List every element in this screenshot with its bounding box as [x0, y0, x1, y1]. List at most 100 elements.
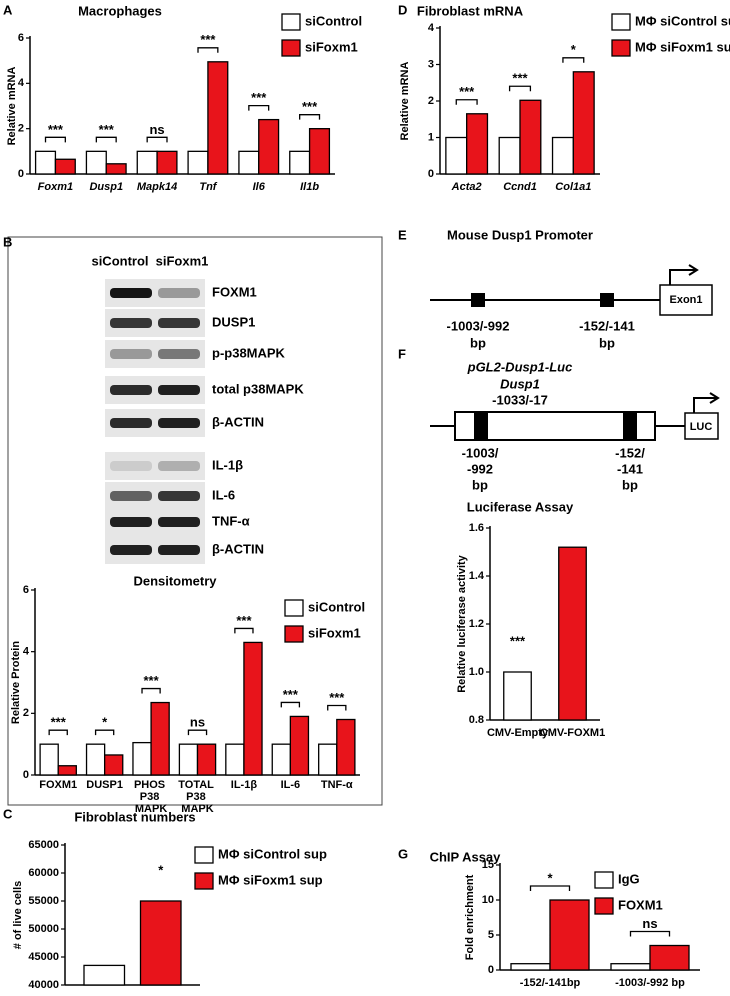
blot-band	[158, 385, 200, 395]
bar	[103, 754, 124, 776]
blot-band	[110, 385, 152, 395]
y-tick-label: 5	[488, 929, 494, 941]
blot-band	[110, 461, 152, 471]
sig-label: ***	[329, 690, 345, 705]
blot-label: TNF-α	[212, 513, 250, 528]
sig-bracket	[529, 885, 571, 891]
construct-title: pGL2-Dusp1-Luc	[467, 359, 573, 374]
y-tick-label: 1	[428, 131, 434, 143]
blot-band	[110, 545, 152, 555]
lane-label: siFoxm1	[156, 253, 209, 268]
blot-band	[158, 349, 200, 359]
blot-band	[110, 288, 152, 298]
bar	[558, 546, 587, 721]
sig-bracket	[629, 930, 671, 937]
site-label: -141	[617, 461, 643, 476]
bar	[271, 743, 292, 776]
y-tick-label: 45000	[28, 951, 59, 963]
x-tick-label: TOTAL P38 MAPK	[178, 779, 217, 815]
chart-title: ChIP Assay	[430, 849, 502, 864]
bar	[336, 718, 356, 776]
panel-label: C	[3, 806, 13, 821]
site-label: -152/-141	[579, 318, 635, 333]
sig-bracket	[508, 85, 532, 92]
sig-bracket	[141, 687, 161, 694]
sig-label: ***	[283, 687, 299, 702]
legend-swatch	[281, 39, 301, 57]
x-tick-label: -1003/-992 bp	[615, 977, 685, 989]
y-tick-label: 1.6	[469, 522, 484, 534]
y-tick-label: 65000	[28, 839, 59, 851]
bar	[308, 128, 331, 175]
panel-label: A	[3, 2, 13, 17]
lane-label: siControl	[91, 253, 148, 268]
bar	[132, 741, 152, 776]
sig-bracket	[146, 136, 168, 143]
x-tick-label: TNF-α	[321, 779, 353, 791]
blot-label: IL-1β	[212, 457, 243, 472]
legend-swatch	[284, 599, 304, 617]
blot-band	[158, 288, 200, 298]
site-label: -152/	[615, 445, 645, 460]
construct-gene: Dusp1	[500, 376, 540, 391]
legend-label: MΦ siFoxm1 sup	[218, 872, 323, 887]
sig-bracket	[327, 704, 347, 711]
bar	[258, 118, 280, 175]
blot-label: p-p38MAPK	[212, 345, 286, 360]
legend-label: siControl	[305, 13, 362, 28]
bar	[498, 136, 521, 175]
blot-band	[158, 318, 200, 328]
bar	[39, 743, 59, 776]
legend-label: MΦ siControl sup	[218, 846, 327, 861]
sig-bracket	[299, 114, 321, 120]
legend-swatch	[281, 13, 301, 31]
blot-label: β-ACTIN	[212, 541, 264, 556]
y-tick-label: 55000	[28, 895, 59, 907]
legend-label: MΦ siFoxm1 sup	[635, 39, 730, 54]
y-tick-label: 2	[18, 123, 24, 135]
panel-label: F	[398, 346, 406, 361]
y-tick-label: 60000	[28, 867, 59, 879]
site-block	[474, 412, 488, 440]
sig-label: *	[102, 715, 108, 730]
bar	[572, 71, 595, 175]
bar	[289, 150, 311, 175]
chart-title: Macrophages	[78, 3, 162, 18]
site-block	[623, 412, 637, 440]
legend-label: siFoxm1	[308, 625, 361, 640]
legend-label: siFoxm1	[305, 39, 358, 54]
sig-label: ***	[510, 633, 526, 648]
bar	[289, 715, 310, 776]
y-tick-label: 0	[488, 964, 494, 976]
x-tick-label: Acta2	[451, 181, 482, 193]
y-tick-label: 1.2	[469, 618, 484, 630]
y-tick-label: 0	[23, 769, 29, 781]
y-tick-label: 15	[482, 859, 494, 871]
sig-label: ***	[302, 99, 318, 114]
y-tick-label: 50000	[28, 923, 59, 935]
y-tick-label: 2	[23, 707, 29, 719]
x-tick-label: Il6	[253, 181, 266, 193]
panel-label: E	[398, 227, 407, 242]
panel-label: D	[398, 2, 407, 17]
x-tick-label: DUSP1	[86, 779, 123, 791]
x-tick-label: CMV-Empty	[487, 727, 549, 739]
legend-label: MΦ siControl sup	[635, 13, 730, 28]
y-axis-label: # of live cells	[12, 881, 24, 949]
sig-label: *	[571, 42, 577, 57]
blot-band	[158, 545, 200, 555]
sig-label: ***	[48, 122, 64, 137]
site-label: bp	[622, 477, 638, 492]
y-tick-label: 6	[18, 32, 24, 44]
bar	[156, 150, 178, 175]
y-tick-label: 40000	[28, 979, 59, 991]
bar	[549, 899, 590, 971]
bar	[207, 61, 229, 175]
y-tick-label: 4	[23, 646, 30, 658]
legend-swatch	[611, 39, 631, 57]
y-axis-label: Relative luciferase activity	[456, 554, 468, 692]
y-tick-label: 4	[428, 22, 435, 34]
legend-swatch	[194, 846, 214, 864]
